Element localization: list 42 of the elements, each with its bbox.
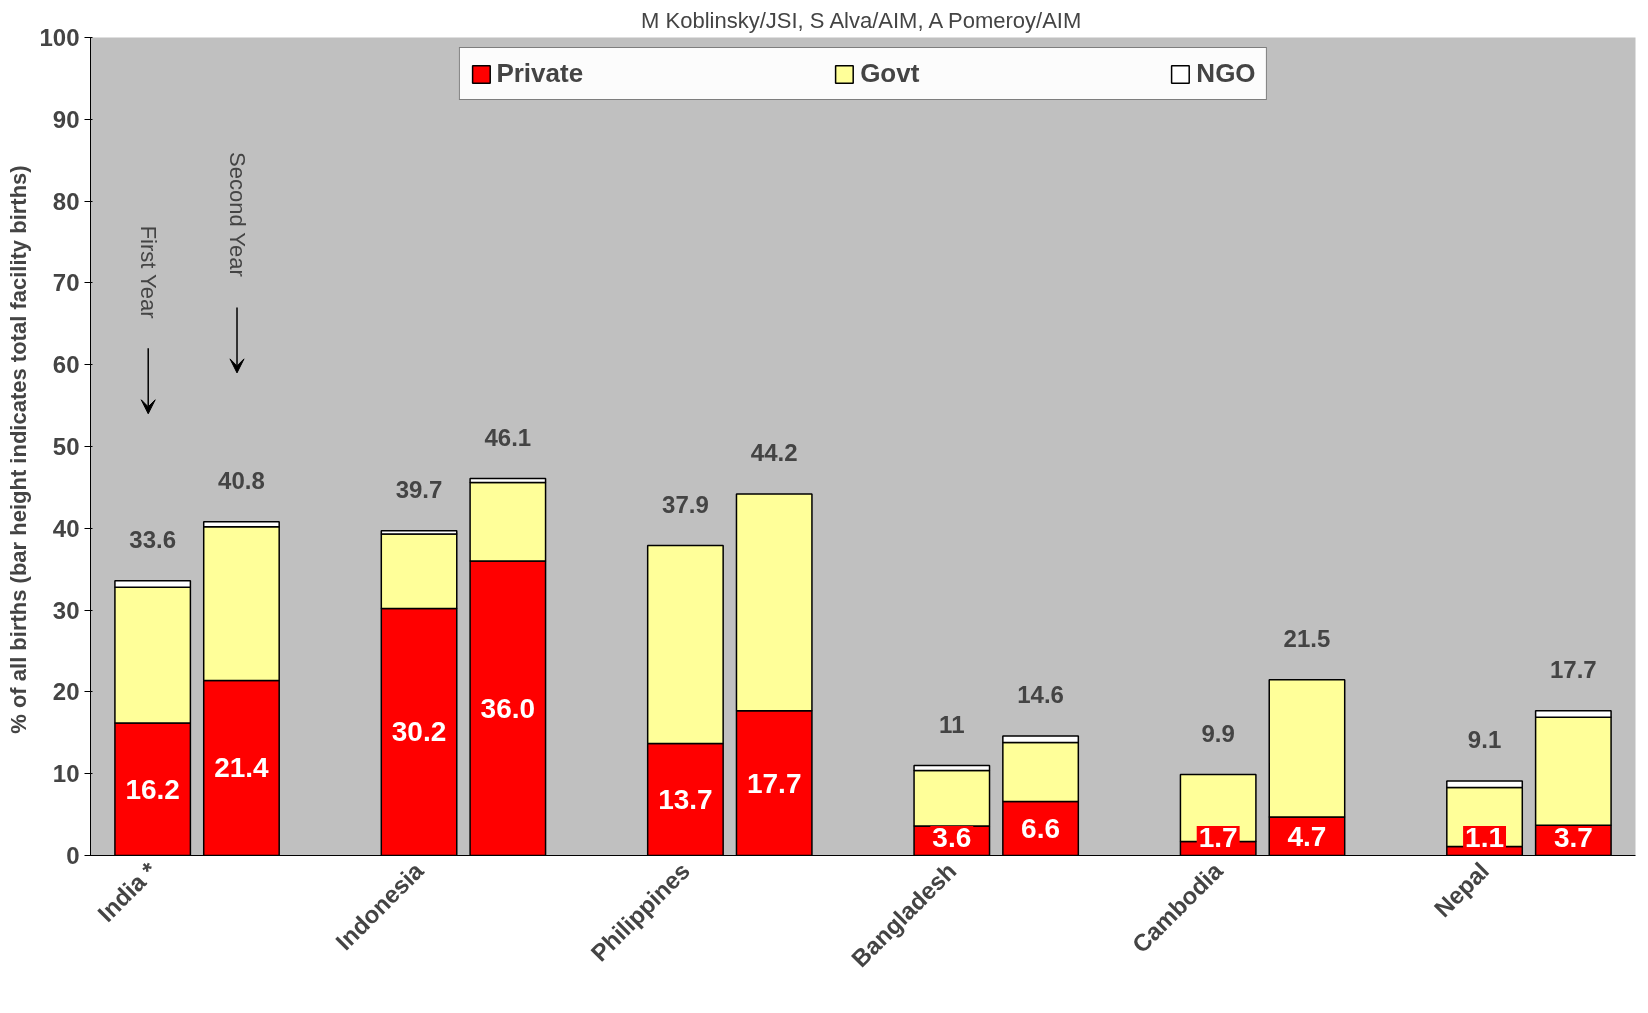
y-tick-label: 90 (52, 105, 80, 133)
y-tick-label: 100 (39, 24, 80, 51)
legend-label: Govt (860, 58, 920, 89)
y-tick-label: 20 (52, 678, 80, 706)
total-label: 33.6 (129, 525, 177, 553)
total-label: 44.2 (750, 439, 798, 467)
data-label: 16.2 (125, 773, 180, 805)
total-label: 40.8 (218, 467, 265, 495)
total-label: 14.6 (1017, 681, 1064, 709)
chart-title: M Koblinsky/JSI, S Alva/AIM, A Pomeroy/AIM (641, 7, 1082, 33)
y-tick-label: 60 (52, 351, 80, 379)
legend-label: NGO (1196, 58, 1256, 89)
data-label: 4.7 (1287, 820, 1327, 852)
data-label: 17.7 (746, 767, 802, 799)
data-label: 21.4 (214, 752, 270, 784)
y-tick-label: 40 (52, 514, 80, 542)
data-label: 1.1 (1465, 822, 1505, 853)
total-label: 39.7 (395, 476, 443, 504)
total-label: 11 (939, 710, 965, 738)
total-label: 17.7 (1549, 655, 1597, 683)
total-label: 21.5 (1283, 624, 1331, 652)
y-tick-label: 80 (52, 187, 80, 215)
y-tick-label: 70 (52, 269, 80, 297)
y-axis-title: % of all births (bar height indicates total facility births) (6, 165, 32, 734)
y-tick-label: 10 (52, 760, 80, 788)
data-label: 3.7 (1553, 822, 1593, 853)
data-label: 13.7 (658, 783, 713, 815)
total-label: 37.9 (662, 490, 709, 518)
data-label: 30.2 (391, 716, 447, 748)
y-tick-label: 0 (66, 842, 80, 869)
total-label: 46.1 (484, 423, 532, 451)
y-tick-label: 30 (52, 596, 80, 624)
data-label: 6.6 (1021, 813, 1061, 845)
data-label: 3.6 (932, 822, 972, 853)
annotation: First Year (135, 225, 161, 319)
data-label: 1.7 (1198, 822, 1238, 853)
total-label: 9.9 (1201, 719, 1235, 747)
total-label: 9.1 (1467, 726, 1502, 754)
annotation: Second Year (224, 152, 250, 277)
legend-label: Private (496, 58, 584, 89)
data-label: 36.0 (480, 692, 536, 724)
y-tick-label: 50 (52, 433, 80, 460)
